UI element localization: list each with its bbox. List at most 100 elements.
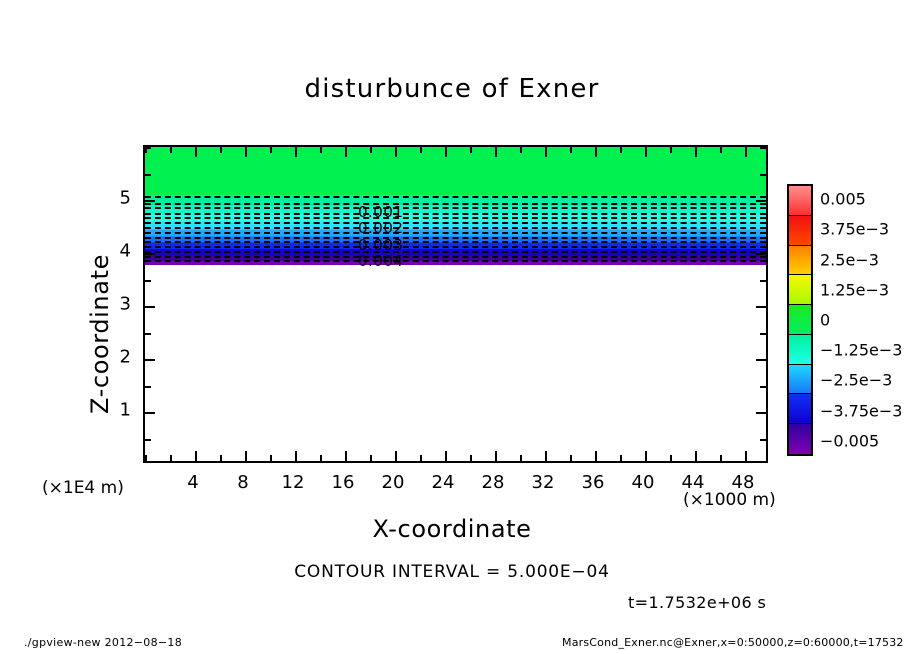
y-axis-tick (145, 226, 151, 229)
y-axis-tick (756, 412, 766, 414)
colorbar-band (789, 215, 811, 246)
x-axis-tick (495, 147, 497, 157)
contour-line (145, 195, 766, 198)
contour-line (145, 231, 766, 234)
x-axis-tick (470, 147, 472, 153)
x-axis-tick (495, 451, 497, 461)
x-axis-tick (395, 147, 397, 157)
y-axis-tick (145, 147, 151, 149)
x-axis-tick (545, 451, 547, 461)
y-axis-tick (760, 147, 766, 149)
x-axis-tick (645, 451, 647, 461)
x-axis-tick (320, 455, 322, 461)
x-axis-tick (695, 147, 697, 157)
y-axis-tick (760, 438, 766, 441)
contour-line (145, 222, 766, 225)
contour-line (145, 207, 766, 210)
x-axis-tick (245, 147, 247, 157)
x-axis-tick (220, 147, 222, 153)
y-axis-tick (145, 200, 155, 202)
contour-line (145, 241, 766, 244)
x-axis-tick (545, 147, 547, 157)
x-axis-tick (345, 147, 347, 157)
y-axis-unit-label: (×1E4 m) (42, 478, 124, 498)
y-axis-tick (145, 279, 151, 282)
x-axis-tick (745, 147, 747, 157)
x-axis-tick (745, 451, 747, 461)
x-axis-tick (520, 455, 522, 461)
y-axis-tick (145, 385, 151, 388)
x-axis-tick (370, 147, 372, 153)
contour-label: 0.001 (358, 203, 404, 221)
x-tick-label: 36 (581, 472, 605, 493)
x-axis-tick (620, 147, 622, 153)
x-axis-tick (470, 455, 472, 461)
plot-area: 0.001 0.002 0.003 0.004 (143, 145, 768, 463)
contour-line (145, 246, 766, 249)
x-axis-tick (370, 455, 372, 461)
x-tick-label: 20 (381, 472, 405, 493)
x-axis-title: X-coordinate (372, 515, 532, 543)
y-axis-tick (756, 306, 766, 308)
x-axis-tick (270, 147, 272, 153)
y-axis-tick (145, 332, 151, 335)
y-axis-tick (760, 226, 766, 229)
x-axis-unit-label: (×1000 m) (683, 490, 776, 510)
contour-line (145, 217, 766, 220)
x-axis-tick (220, 455, 222, 461)
x-axis-tick (245, 451, 247, 461)
x-tick-label: 28 (481, 472, 505, 493)
y-tick-label: 2 (119, 346, 131, 368)
colorbar-tick-label: 3.75e−3 (820, 219, 890, 239)
x-axis-tick (295, 147, 297, 157)
y-axis-title: Z-coordinate (86, 254, 114, 414)
y-axis-tick (760, 332, 766, 335)
contour-line (145, 227, 766, 230)
contour-line (145, 236, 766, 239)
x-axis-tick (195, 147, 197, 157)
y-axis-tick (145, 412, 155, 414)
colorbar (787, 184, 813, 456)
colorbar-tick-label: −3.75e−3 (820, 401, 903, 421)
x-axis-tick (270, 455, 272, 461)
contour-line (145, 255, 766, 258)
y-axis-tick (756, 200, 766, 202)
contour-line (145, 250, 766, 253)
x-axis-tick (395, 451, 397, 461)
x-tick-label: 12 (281, 472, 305, 493)
colorbar-band (789, 394, 811, 425)
x-axis-tick (595, 451, 597, 461)
x-axis-tick (320, 147, 322, 153)
x-axis-tick (420, 455, 422, 461)
x-axis-tick (170, 147, 172, 153)
colorbar-tick-label: −1.25e−3 (820, 340, 903, 360)
colorbar-band (789, 305, 811, 335)
x-tick-label: 40 (631, 472, 655, 493)
contour-line (145, 212, 766, 215)
contour-label: 0.002 (358, 219, 404, 237)
x-tick-label: 16 (331, 472, 355, 493)
x-axis-tick (720, 455, 722, 461)
y-axis-tick (756, 253, 766, 255)
y-tick-label: 4 (119, 240, 131, 262)
y-axis-tick (145, 173, 151, 176)
colorbar-band (789, 334, 811, 365)
x-axis-tick (145, 455, 147, 461)
y-axis-tick (760, 279, 766, 282)
colorbar-tick-label: 0.005 (820, 189, 866, 209)
x-axis-tick (145, 147, 147, 153)
contour-line (145, 202, 766, 205)
timestamp-label: t=1.7532e+06 s (628, 593, 767, 612)
y-axis-tick (756, 359, 766, 361)
colorbar-tick-label: −0.005 (820, 431, 880, 451)
colorbar-tick-label: 0 (820, 310, 831, 330)
y-axis-tick (145, 253, 155, 255)
colorbar-band (789, 275, 811, 306)
y-axis-tick (145, 306, 155, 308)
y-tick-label: 3 (119, 293, 131, 315)
footer-source-label: MarsCond_Exner.nc@Exner,x=0:50000,z=0:60… (562, 636, 904, 649)
x-axis-tick (670, 147, 672, 153)
y-tick-label: 1 (119, 399, 131, 421)
contour-interval-label: CONTOUR INTERVAL = 5.000E−04 (294, 562, 610, 582)
x-tick-label: 32 (531, 472, 555, 493)
